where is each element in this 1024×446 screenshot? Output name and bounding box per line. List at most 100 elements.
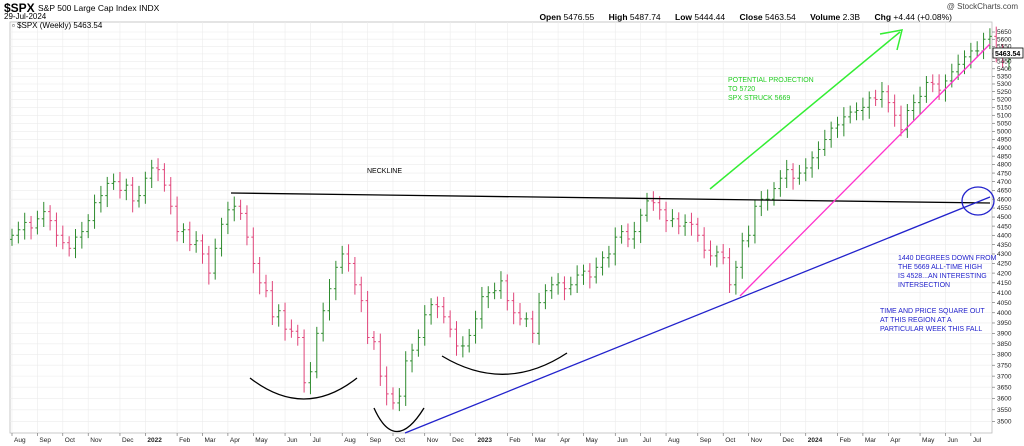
price-bar [562,276,567,301]
price-bar [187,221,192,252]
price-bar [645,192,649,222]
left-shoulder-arc [249,377,358,400]
price-bar [848,105,853,124]
x-tick-label: Mar [535,437,547,444]
y-tick-label: 4450 [997,223,1012,230]
price-bar [683,214,688,236]
y-tick-label: 4850 [997,153,1012,160]
x-tick-label: Aug [344,437,356,444]
price-bar [346,244,351,272]
low-value: 5444.44 [694,12,726,22]
degrees-note-line1: 1440 DEGREES DOWN FROM [898,255,997,262]
price-bar [975,41,980,58]
x-tick-label: Dec [782,437,794,444]
price-bar [987,28,992,50]
degrees-note-line3: IS 4528...AN INTERESTING [898,273,987,280]
x-tick-label: Apr [890,437,901,444]
price-bar [391,387,395,410]
price-bar [879,82,884,108]
neckline-label: NECKLINE [367,168,402,175]
x-tick-label: Jul [643,437,652,444]
price-bar [137,185,141,208]
chart-legend: ▫ $SPX (Weekly) 5463.54 [12,21,103,30]
index-fullname: S&P 500 Large Cap Index [38,3,137,13]
y-axis: 3500 3550 3600 3650 3700 3750 3800 3850 3900 3950… [992,29,1012,426]
copyright: @ StockCharts.com [946,2,1018,11]
projection-note-line1: POTENTIAL PROJECTION [728,77,814,84]
price-bar [606,245,611,268]
x-tick-label: Feb [840,437,852,444]
price-bar [130,177,135,213]
projection-arrowhead [879,29,904,51]
price-bar [378,333,383,386]
y-tick-label: 4400 [997,232,1012,239]
price-bar [759,191,764,217]
y-tick-label: 5350 [997,74,1012,81]
price-bar [505,274,510,311]
high-value: 5487.74 [629,12,661,22]
y-tick-label: 5550 [997,44,1012,51]
x-tick-label: Mar [205,437,217,444]
price-bar [257,256,262,295]
chg-value: +4.44 (+0.08%) [893,12,952,22]
price-bar [124,178,129,201]
price-bar [664,201,669,233]
price-bar [625,223,630,248]
price-bar [105,176,110,208]
price-bar [359,276,364,313]
price-bar [403,351,408,406]
price-bar [219,217,224,257]
price-bar [752,199,757,244]
price-bar [327,279,332,321]
projection-note-line2: TO 5720 [728,86,755,93]
overlays [230,29,995,434]
price-bar [22,212,27,240]
price-bar [333,260,338,301]
price-bar [676,212,681,235]
price-bar [924,75,929,103]
y-tick-label: 4650 [997,188,1012,195]
x-tick-label: Oct [65,437,75,444]
right-shoulder-arc [441,352,568,375]
price-bar [48,205,53,231]
price-bar [892,94,897,127]
price-bar [283,302,288,341]
price-bar [746,225,751,248]
exchange: INDX [138,3,160,13]
x-tick-label: Apr [230,437,241,444]
y-tick-label: 5200 [997,97,1012,104]
y-tick-label: 4350 [997,242,1012,249]
price-bar [295,324,300,346]
x-tick-label: Nov [90,437,102,444]
price-bar [733,260,738,295]
price-bar [575,265,580,293]
symbol: $SPX [4,1,35,15]
price-bar [41,201,46,227]
price-bar [60,225,65,250]
last-price-label: 5463.54 [995,51,1020,58]
price-bar [714,245,719,268]
price-bar [949,63,954,88]
y-tick-label: 4000 [997,310,1012,317]
volume-value: 2.3B [842,12,861,22]
price-bar [841,107,846,137]
x-tick-label: Oct [395,437,405,444]
last-price-box [992,47,1024,59]
y-tick-label: 4550 [997,205,1012,212]
price-bar [479,286,484,329]
x-tick-label: Oct [725,437,735,444]
price-bar [778,170,783,197]
x-tick-label: 2024 [808,437,823,444]
price-bar [511,292,516,325]
x-tick-label: May [586,437,599,444]
x-tick-label: Feb [509,437,521,444]
square-note-line1: TIME AND PRICE SQUARE OUT [880,308,985,315]
open-label: Open [539,12,562,22]
price-bar [29,215,34,240]
price-bar [416,329,421,357]
price-bar [67,236,72,257]
price-bar [156,158,161,182]
x-tick-label: Jun [287,437,298,444]
price-bar [899,105,903,137]
